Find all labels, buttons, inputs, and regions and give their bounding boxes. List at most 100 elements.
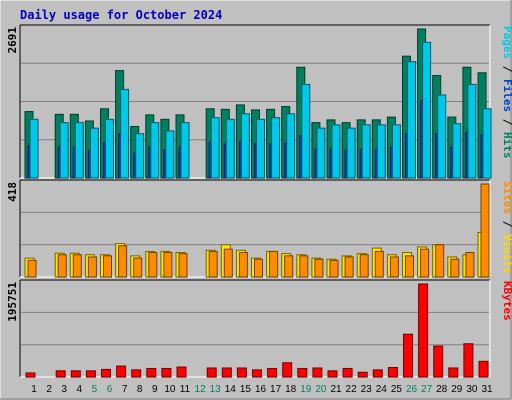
pages-bar-day-1 [29,118,39,179]
sites-bar-day-5 [87,256,97,278]
day-label: 5 [92,384,98,395]
sites-bar-day-20 [314,258,324,278]
pages-bar-day-29 [452,123,462,179]
pages-bar-day-19 [301,83,311,179]
kbytes-bar-day-6 [101,368,111,378]
pages-bar-day-24 [376,124,386,179]
sites-bar-day-10 [163,252,173,278]
pages-bar-day-17 [271,117,281,179]
day-label: 8 [137,384,143,395]
pages-bar-day-27 [422,41,432,179]
sites-bar-day-23 [359,254,369,278]
pages-bar-day-9 [150,122,160,179]
pages-bar-day-11 [180,122,190,179]
sites-bar-day-15 [238,252,248,278]
kbytes-bar-day-1 [25,372,36,378]
pages-bar-day-15 [240,113,250,179]
sites-bar-day-11 [178,253,188,278]
kbytes-bar-day-23 [357,371,368,378]
kbytes-bar-day-8 [131,369,142,378]
top-legend: Pages / Files / Hits [501,26,512,159]
pages-bar-day-3 [59,122,69,179]
day-label: 25 [391,384,403,395]
kbytes-bar-day-26 [403,333,413,378]
day-label: 2 [46,384,52,395]
day-label: 7 [122,384,128,395]
day-label: 24 [376,384,388,395]
mid-axis-max-label: 418 [6,182,19,202]
sites-bar-day-6 [103,255,112,278]
day-label: 6 [107,384,113,395]
kbytes-bar-day-24 [372,369,383,378]
kbytes-bar-day-17 [267,367,278,378]
legend-entry: Files [501,79,512,112]
day-label: 15 [240,384,252,395]
legend-entry: / [501,112,512,132]
pages-bar-day-8 [135,133,145,179]
pages-bar-day-6 [105,118,114,179]
pages-bar-day-20 [316,127,326,179]
chart-title: Daily usage for October 2024 [20,8,222,22]
day-label: 10 [164,384,176,395]
kbytes-bar-day-7 [116,365,127,378]
day-label: 27 [421,384,433,395]
kbytes-bar-day-28 [433,345,444,378]
day-label: 21 [330,384,342,395]
kbytes-bar-day-25 [387,366,398,378]
kbytes-bar-day-29 [448,367,459,378]
day-label: 18 [285,384,297,395]
pages-bar-day-13 [210,117,220,179]
sites-bar-day-3 [57,254,67,278]
kbytes-bar-day-4 [70,370,81,378]
sites-bar-day-26 [405,255,414,278]
pages-bar-day-7 [120,88,130,179]
legend-entry: Sites [501,181,512,214]
day-label: 16 [255,384,267,395]
day-label: 17 [270,384,282,395]
kbytes-bar-day-21 [327,370,338,378]
day-label: 20 [315,384,327,395]
kbytes-bar-day-9 [146,367,157,378]
sites-bar-day-7 [118,245,128,278]
kbytes-bar-day-18 [282,362,293,378]
day-label: 19 [300,384,312,395]
kbytes-bar-day-15 [236,367,247,378]
pages-bar-day-30 [467,83,477,179]
legend-entry: KBytes [501,281,512,321]
kbytes-panel: 195751 KBytes [6,279,512,378]
day-label: 28 [436,384,448,395]
day-label: 1 [31,384,37,395]
legend-entry: / [501,214,512,234]
hits-files-pages-panel: 2691 Pages / Files / Hits [6,24,512,179]
sites-bar-day-8 [133,257,143,278]
pages-bar-day-28 [437,94,447,179]
kbytes-bar-day-5 [85,370,96,378]
pages-bar-day-4 [74,122,84,179]
legend-entry: Hits [501,132,512,159]
pages-bar-day-26 [407,61,416,179]
day-label: 4 [77,384,83,395]
mid-legend: Sites / Visits [501,181,512,274]
sites-bar-day-30 [465,252,475,278]
legend-entry: Pages [501,26,512,59]
bottom-axis-max-label: 195751 [6,282,19,322]
sites-bar-day-1 [27,259,37,278]
sites-bar-day-31 [480,183,490,278]
day-label: 23 [361,384,373,395]
sites-bar-day-19 [299,255,309,278]
kbytes-bar-day-11 [176,366,187,378]
kbytes-bar-day-19 [297,367,308,378]
sites-bar-day-28 [435,244,445,278]
sites-bar-day-13 [208,250,218,278]
sites-bar-day-22 [344,256,354,278]
pages-bar-day-10 [165,130,175,179]
pages-bar-day-18 [286,113,296,179]
sites-bar-day-25 [389,256,399,278]
bottom-legend: KBytes [501,281,512,321]
day-axis-labels: 1 2 3 4 5 6 7 8 9 10 11 12 13 14 15 16 17 18 19 20 21 22 23 24 2… [31,384,493,395]
sites-visits-panel: 418 Sites / Visits [6,179,512,278]
day-label: 11 [180,384,191,395]
pages-bar-day-25 [391,124,401,179]
kbytes-bar-day-27 [418,283,429,378]
sites-bar-day-17 [269,250,279,278]
